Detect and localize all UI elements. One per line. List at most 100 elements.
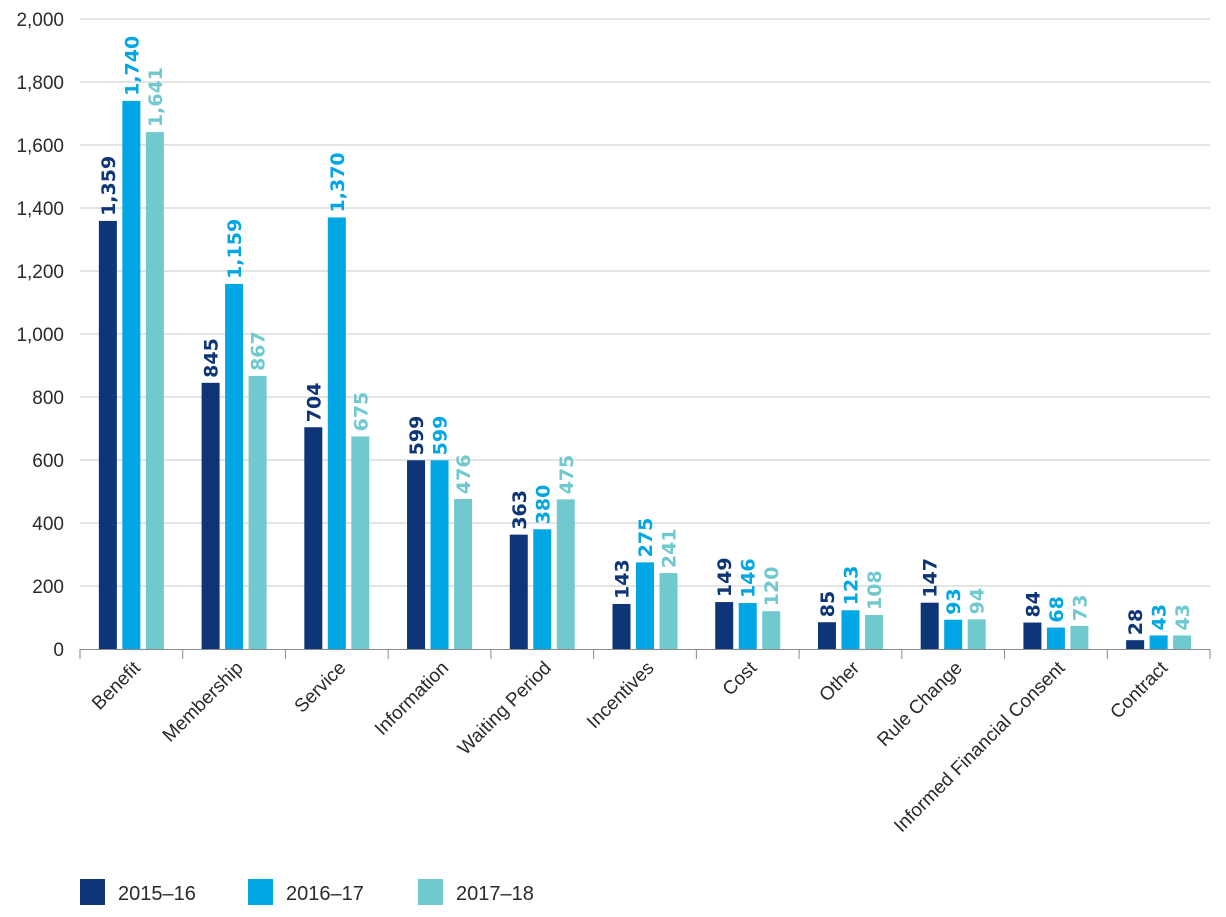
data-label: 68: [1046, 596, 1068, 622]
bar: [248, 375, 267, 649]
legend-label: 2016–17: [286, 883, 364, 905]
legend: 2015–16 2016–17 2017–18: [80, 879, 534, 905]
bar: [1149, 635, 1168, 649]
data-label: 43: [1149, 604, 1171, 630]
bar: [509, 534, 528, 649]
data-label: 275: [635, 518, 657, 558]
bar: [1023, 622, 1042, 649]
data-label: 599: [430, 416, 452, 456]
category-label: Benefit: [88, 657, 145, 714]
data-label: 476: [453, 454, 475, 494]
data-label: 84: [1022, 591, 1044, 617]
category-label: Waiting Period: [454, 658, 556, 760]
data-label: 241: [659, 528, 681, 568]
legend-label: 2015–16: [118, 883, 196, 905]
data-label: 675: [350, 392, 372, 432]
bar: [407, 460, 426, 649]
legend-swatch: [80, 879, 105, 905]
bar: [944, 619, 963, 649]
bar: [659, 573, 678, 649]
data-label: 1,370: [327, 152, 349, 212]
y-tick-label: 0: [53, 640, 64, 661]
legend-item: 2017–18: [418, 879, 534, 905]
data-label: 120: [761, 567, 783, 607]
category-label: Contract: [1107, 657, 1173, 723]
data-label: 147: [920, 558, 942, 598]
bar: [98, 220, 117, 650]
bar: [636, 562, 654, 649]
bar: [430, 460, 449, 649]
data-label: 1,359: [98, 156, 120, 216]
data-label: 85: [817, 591, 839, 617]
data-label: 94: [967, 588, 989, 614]
bar: [122, 100, 141, 649]
data-label: 149: [714, 557, 736, 597]
data-label: 475: [556, 455, 578, 495]
y-tick-label: 600: [32, 451, 64, 472]
y-tick-label: 800: [32, 388, 64, 409]
bar: [145, 132, 164, 649]
y-tick-label: 400: [32, 514, 64, 535]
bar: [533, 529, 552, 649]
bar: [1173, 635, 1192, 649]
data-label: 1,641: [145, 67, 167, 127]
y-tick-label: 1,000: [16, 325, 64, 346]
bar: [841, 610, 860, 649]
y-tick-label: 2,000: [16, 10, 64, 31]
legend-item: 2015–16: [80, 879, 196, 905]
data-label: 380: [532, 485, 554, 525]
y-tick-label: 200: [32, 577, 64, 598]
bar: [920, 602, 939, 649]
bar: [351, 436, 370, 649]
data-label: 704: [303, 383, 325, 423]
data-label: 1,159: [224, 219, 246, 279]
category-label: Informed Financial Consent: [890, 657, 1070, 837]
bar: [327, 217, 346, 649]
bar: [304, 427, 323, 649]
bar: [738, 603, 757, 649]
category-label: Incentives: [583, 658, 658, 733]
data-label: 845: [201, 338, 223, 378]
bar: [864, 614, 883, 649]
bar: [967, 619, 986, 649]
bar: [715, 602, 734, 649]
category-label: Service: [291, 658, 351, 718]
y-axis: 0 200 400 600 800 1,000 1,200 1,400 1,600 1,800 2,…: [16, 10, 64, 661]
data-label: 43: [1172, 604, 1194, 630]
bars: [98, 100, 1192, 650]
bar: [1070, 626, 1089, 649]
bar: [817, 622, 836, 649]
data-label: 143: [612, 559, 634, 599]
gridlines: [80, 18, 1210, 587]
x-axis: Benefit Membership Service Information Waiti…: [79, 649, 1211, 837]
category-label: Cost: [719, 657, 762, 700]
category-label: Membership: [159, 658, 248, 747]
data-label: 93: [943, 588, 965, 614]
category-label: Rule Change: [873, 658, 966, 751]
bar: [225, 283, 244, 649]
data-label: 123: [840, 566, 862, 606]
bar: [454, 499, 473, 649]
data-label: 363: [509, 490, 531, 530]
data-label: 867: [248, 331, 270, 371]
bar: [201, 382, 220, 649]
data-label: 108: [864, 570, 886, 610]
category-label: Other: [816, 657, 865, 706]
legend-label: 2017–18: [456, 883, 534, 905]
legend-swatch: [418, 879, 443, 905]
data-label: 28: [1125, 609, 1147, 635]
bar: [612, 603, 631, 649]
legend-item: 2016–17: [248, 879, 364, 905]
data-label: 73: [1069, 595, 1091, 621]
category-label: Information: [371, 658, 453, 740]
y-tick-label: 1,600: [16, 136, 64, 157]
bar: [1046, 627, 1065, 649]
data-label: 599: [406, 416, 428, 456]
bar: [556, 499, 575, 649]
legend-swatch: [248, 879, 273, 905]
y-tick-label: 1,200: [16, 262, 64, 283]
data-label: 146: [738, 558, 760, 598]
bar: [762, 611, 781, 649]
